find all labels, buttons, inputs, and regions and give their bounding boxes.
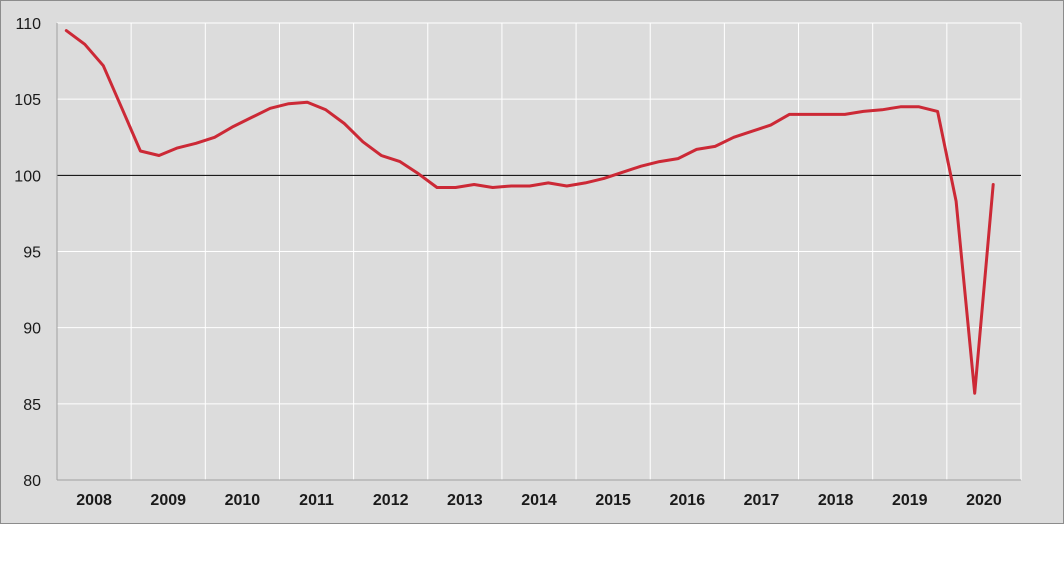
y-tick-label: 95 — [23, 245, 41, 262]
x-tick-label: 2008 — [76, 492, 112, 509]
x-tick-label: 2010 — [225, 492, 261, 509]
y-tick-label: 110 — [15, 16, 41, 33]
x-tick-label: 2019 — [892, 492, 928, 509]
x-tick-label: 2011 — [299, 492, 334, 509]
x-tick-label: 2016 — [670, 492, 706, 509]
x-tick-label: 2018 — [818, 492, 854, 509]
y-tick-label: 100 — [14, 168, 41, 185]
y-tick-label: 105 — [14, 92, 41, 109]
x-tick-label: 2012 — [373, 492, 409, 509]
x-tick-labels: 2008 2009 2010 2011 2012 2013 2014 2015 2016 2017… — [76, 492, 1002, 509]
x-tick-label: 2013 — [447, 492, 483, 509]
x-tick-label: 2009 — [150, 492, 186, 509]
x-tick-label: 2017 — [744, 492, 780, 509]
y-tick-label: 90 — [23, 321, 41, 338]
x-tick-label: 2020 — [966, 492, 1002, 509]
series-group — [64, 29, 995, 395]
x-tick-label: 2015 — [595, 492, 631, 509]
x-tick-label: 2014 — [521, 492, 557, 509]
chart-frame — [0, 0, 1064, 524]
y-tick-label: 80 — [23, 473, 41, 490]
horizontal-gridlines — [57, 22, 1021, 481]
y-tick-label: 85 — [23, 397, 41, 414]
plot-axes — [56, 23, 1021, 481]
series-line — [64, 29, 995, 395]
y-tick-labels: 80 85 90 95 100 105 110 — [14, 16, 41, 490]
